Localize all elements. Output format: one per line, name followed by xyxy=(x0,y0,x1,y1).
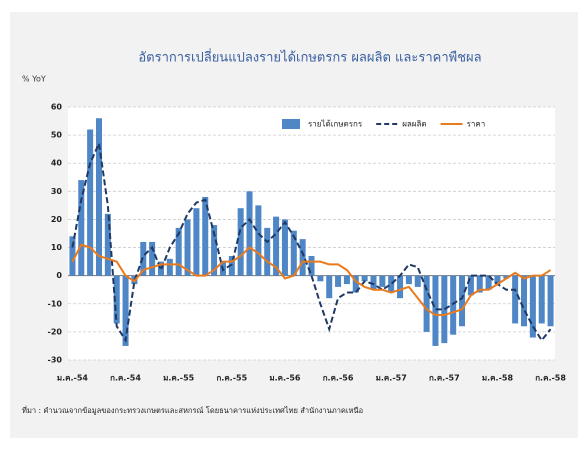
chart-title: อัตราการเปลี่ยนแปลงรายได้เกษตรกร ผลผลิต … xyxy=(138,49,481,66)
bar xyxy=(281,219,288,276)
bar xyxy=(237,208,244,276)
y-tick-label: -20 xyxy=(48,327,63,336)
y-tick-label: 40 xyxy=(51,159,63,168)
bar xyxy=(388,275,395,293)
bar xyxy=(529,275,536,338)
bar xyxy=(246,191,253,276)
bar xyxy=(494,275,501,285)
bar xyxy=(459,275,466,327)
source-note: ที่มา : คำนวณจากข้อมูลของกระทรวงเกษตรและ… xyxy=(22,405,363,415)
x-tick-label: ก.ค.-56 xyxy=(323,374,354,383)
bar xyxy=(432,275,439,346)
bar xyxy=(503,275,510,279)
bar xyxy=(317,275,324,282)
bar xyxy=(228,255,235,276)
y-tick-label: 20 xyxy=(51,215,63,224)
bar xyxy=(538,275,545,324)
bar xyxy=(175,227,182,276)
y-tick-label: 0 xyxy=(56,271,62,280)
bar xyxy=(370,275,377,290)
bar xyxy=(476,275,483,293)
x-tick-label: ม.ค.-57 xyxy=(376,374,407,383)
x-tick-label: ก.ค.-57 xyxy=(429,374,460,383)
legend-swatch xyxy=(282,119,300,129)
x-tick-label: ม.ค.-55 xyxy=(163,374,195,383)
bar xyxy=(405,275,412,285)
bar xyxy=(326,275,333,299)
bar xyxy=(520,275,528,327)
bar xyxy=(361,275,368,282)
legend-label: รายได้เกษตรกร xyxy=(308,120,363,129)
bar xyxy=(122,275,129,346)
y-tick-label: 10 xyxy=(51,243,63,252)
bar xyxy=(78,180,85,276)
bar xyxy=(450,275,457,335)
bar xyxy=(308,255,315,276)
bar xyxy=(184,219,191,276)
bar xyxy=(485,275,492,290)
bar xyxy=(335,275,342,287)
bar xyxy=(264,227,271,276)
x-tick-label: ม.ค.-58 xyxy=(482,374,514,383)
bar xyxy=(193,208,200,276)
line xyxy=(71,139,552,344)
y-tick-label: -30 xyxy=(48,356,63,365)
x-tick-label: ก.ค.-58 xyxy=(535,374,566,383)
bar xyxy=(255,205,262,276)
bar xyxy=(441,275,448,344)
plot-area xyxy=(68,107,555,360)
bar xyxy=(87,129,94,276)
y-tick-label: 50 xyxy=(51,131,63,140)
bar xyxy=(95,118,103,276)
bar xyxy=(397,275,404,299)
y-axis-label: % YoY xyxy=(22,75,46,84)
bar xyxy=(211,225,218,276)
bar xyxy=(423,275,430,332)
bar xyxy=(69,236,76,276)
line xyxy=(71,243,552,317)
bar xyxy=(512,275,519,324)
bar xyxy=(467,275,474,296)
x-tick-label: ก.ค.-55 xyxy=(216,374,247,383)
bar xyxy=(166,258,173,276)
x-tick-label: ม.ค.-56 xyxy=(269,374,301,383)
bar xyxy=(547,275,554,327)
bar xyxy=(352,275,359,293)
legend-label: ผลผลิต xyxy=(402,120,426,129)
bar xyxy=(379,275,386,287)
bar xyxy=(113,275,120,324)
y-tick-label: 60 xyxy=(51,103,63,112)
x-tick-label: ม.ค.-54 xyxy=(57,374,89,383)
legend-label: ราคา xyxy=(467,120,486,129)
bar xyxy=(202,196,209,276)
bar xyxy=(299,239,306,276)
bar xyxy=(414,275,421,287)
y-tick-label: 30 xyxy=(51,187,63,196)
bar xyxy=(290,230,297,276)
bar xyxy=(104,213,111,276)
bar xyxy=(149,241,156,276)
x-tick-label: ก.ค.-54 xyxy=(110,374,141,383)
bar xyxy=(343,275,350,285)
y-tick-label: -10 xyxy=(48,299,63,308)
bar xyxy=(273,216,280,276)
